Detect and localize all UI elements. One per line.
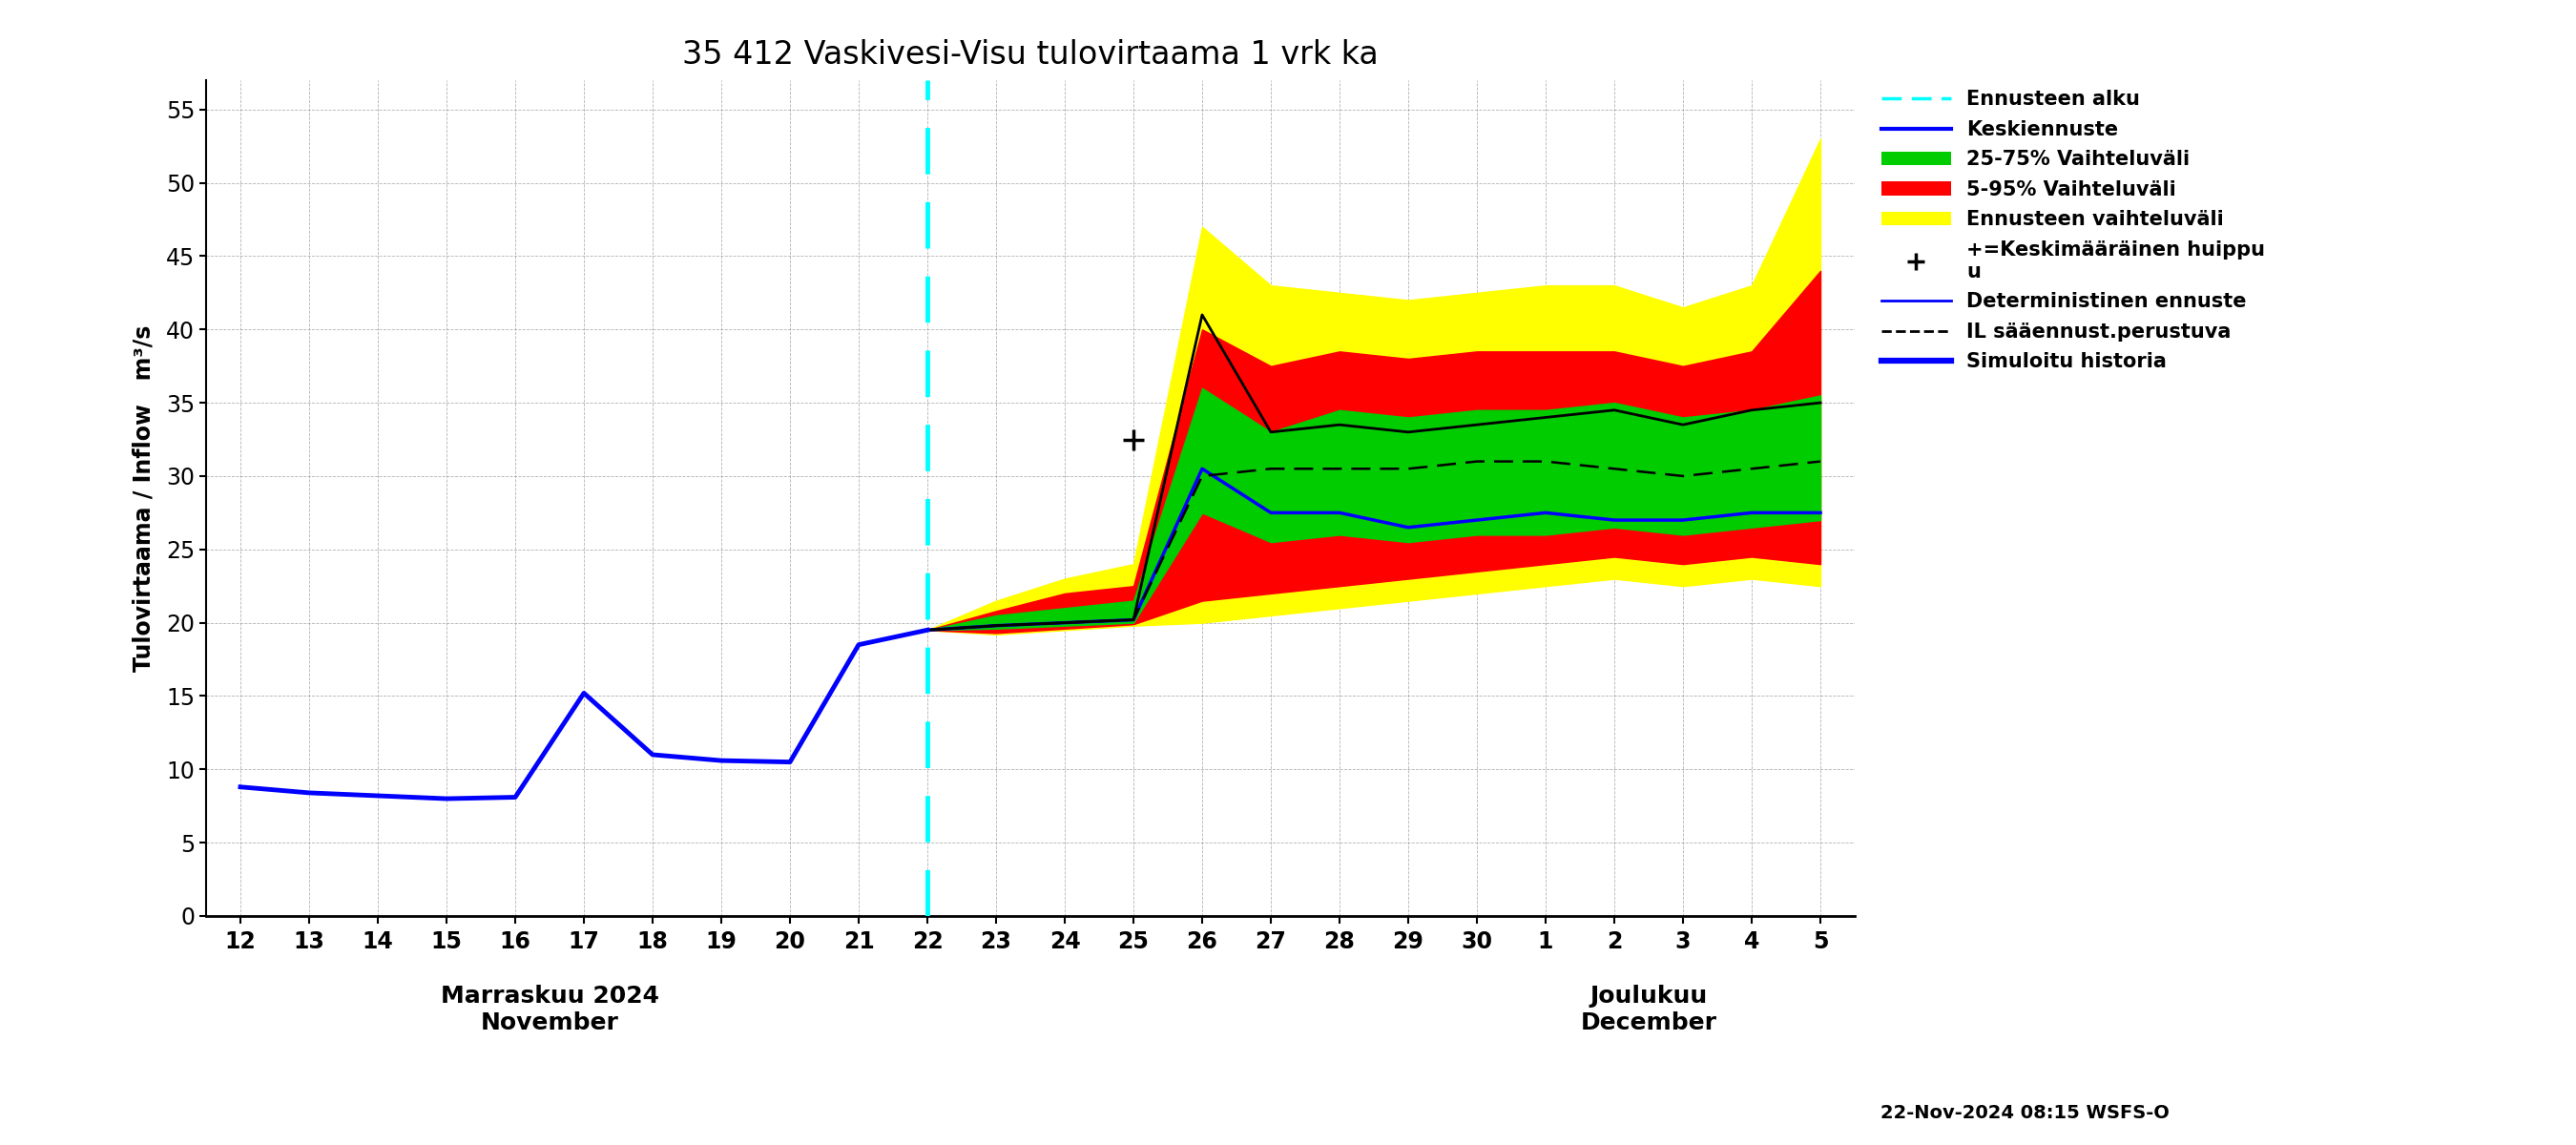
Y-axis label: Tulovirtaama / Inflow   m³/s: Tulovirtaama / Inflow m³/s xyxy=(131,325,155,671)
Text: Marraskuu 2024
November: Marraskuu 2024 November xyxy=(440,985,659,1034)
Text: Joulukuu
December: Joulukuu December xyxy=(1582,985,1716,1034)
Legend: Ennusteen alku, Keskiennuste, 25-75% Vaihteluväli, 5-95% Vaihteluväli, Ennusteen: Ennusteen alku, Keskiennuste, 25-75% Vai… xyxy=(1880,90,2264,371)
Title: 35 412 Vaskivesi-Visu tulovirtaama 1 vrk ka: 35 412 Vaskivesi-Visu tulovirtaama 1 vrk… xyxy=(683,39,1378,71)
Text: 22-Nov-2024 08:15 WSFS-O: 22-Nov-2024 08:15 WSFS-O xyxy=(1880,1104,2169,1122)
